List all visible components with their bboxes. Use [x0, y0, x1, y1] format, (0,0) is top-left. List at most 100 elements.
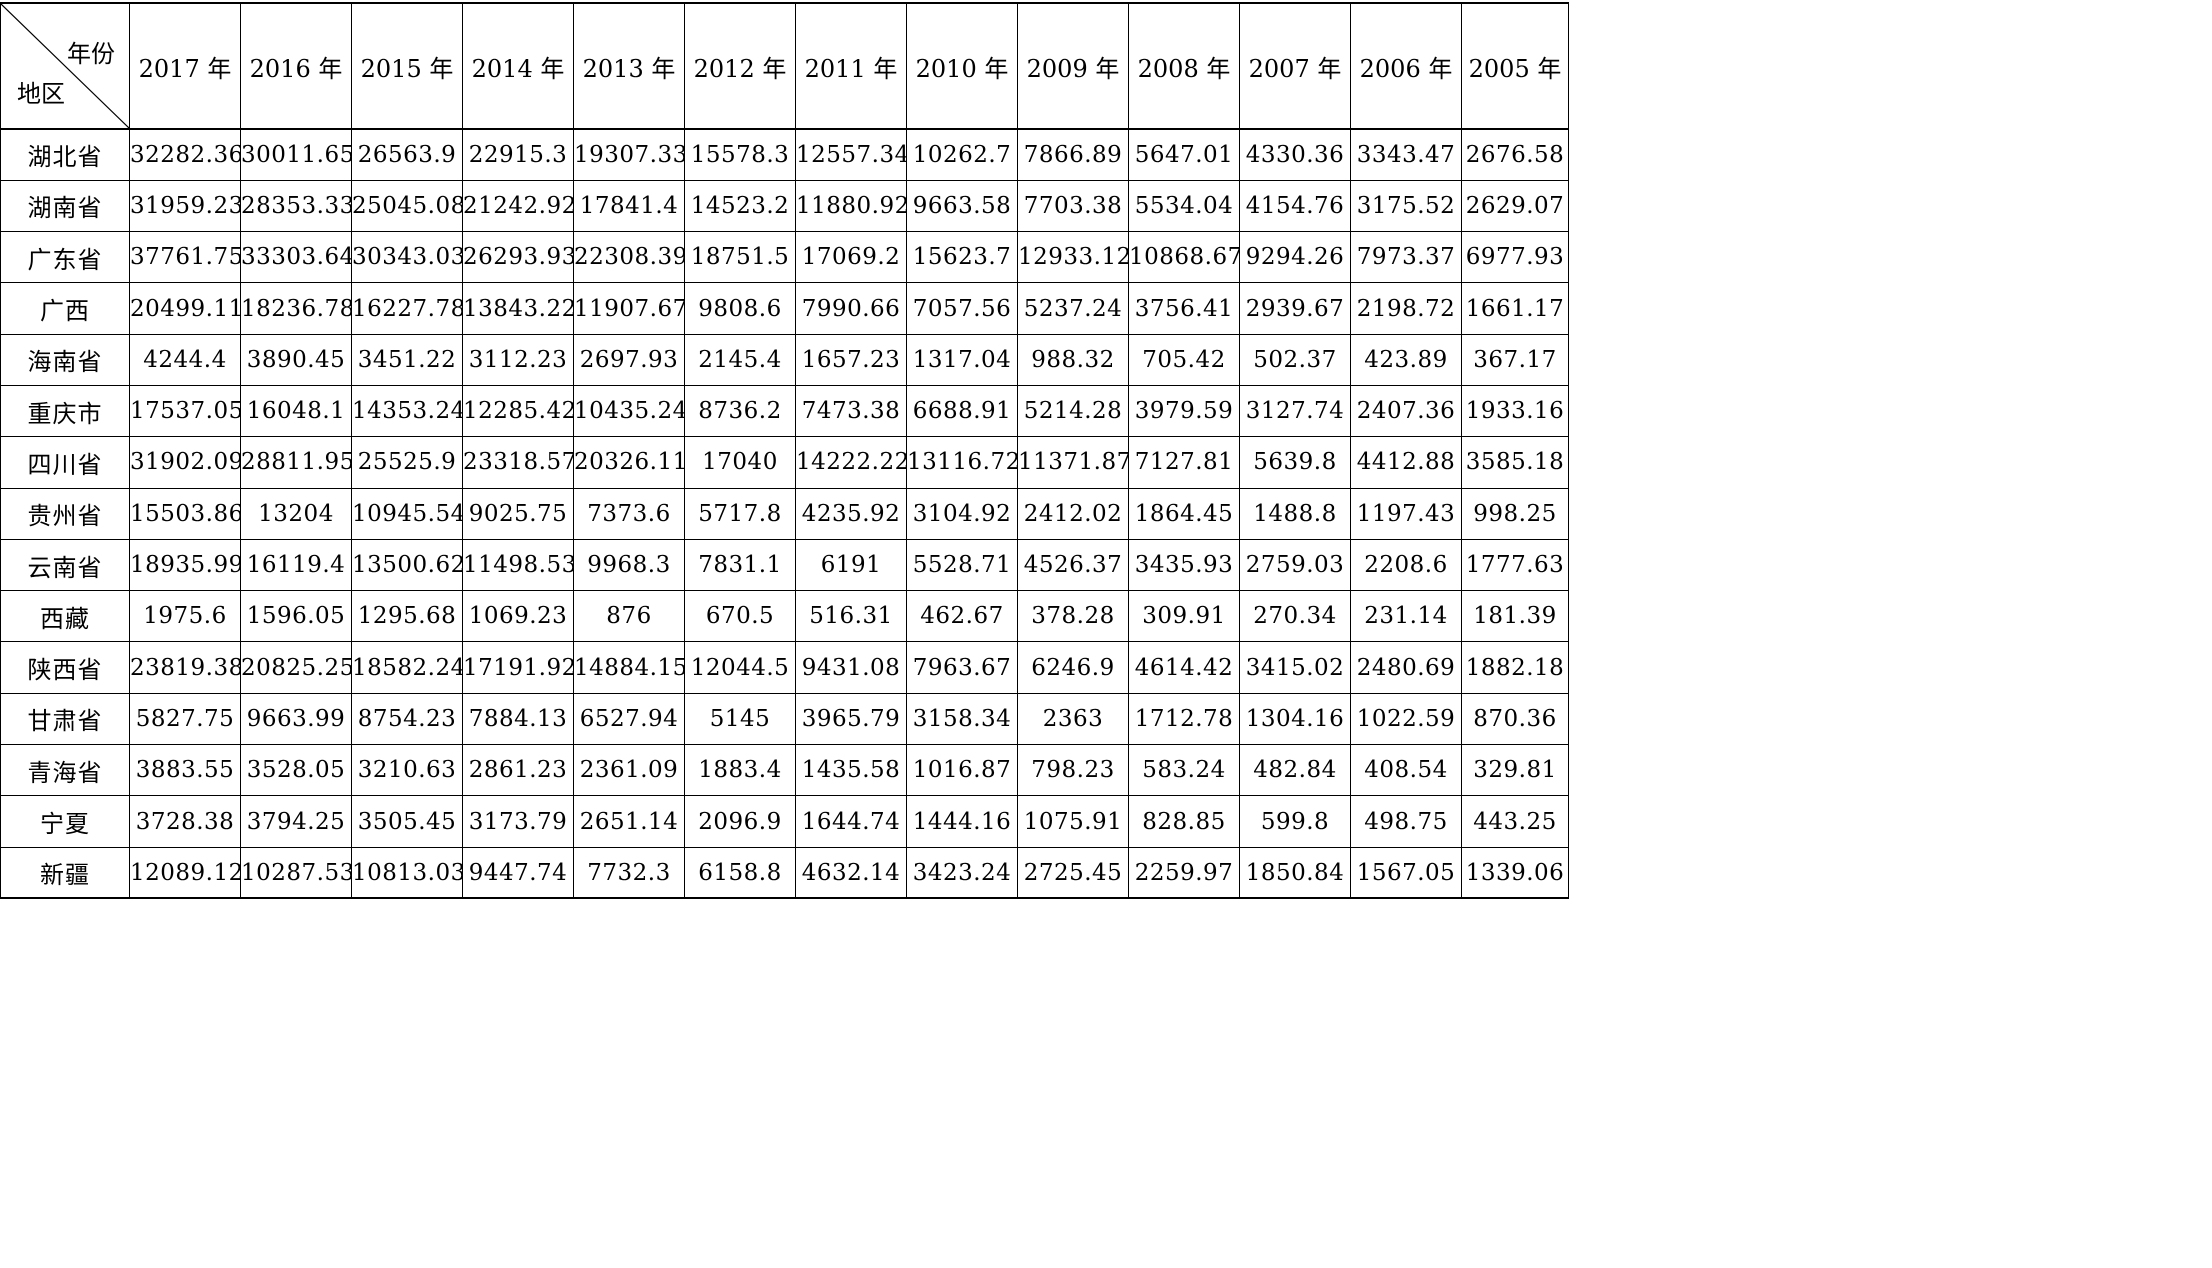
table-row: 海南省 4244.4 3890.45 3451.22 3112.23 2697.93 214…: [0, 333, 1569, 386]
value-cell: 33303.64: [240, 231, 352, 284]
value-cell: 270.34: [1239, 590, 1351, 643]
value-cell: 1657.23: [795, 333, 907, 386]
value-cell: 3127.74: [1239, 384, 1351, 438]
value-cell: 5145: [684, 692, 796, 746]
value-cell: 670.5: [684, 590, 796, 643]
value-cell: 14353.24: [351, 384, 463, 438]
year-header: 2016 年: [240, 2, 352, 130]
value-cell: 18935.99: [129, 538, 241, 592]
corner-column-label: 年份: [67, 40, 115, 68]
value-cell: 19307.33: [573, 128, 685, 181]
table-row: 陕西省 23819.38 20825.25 18582.24 17191.92 14884…: [0, 641, 1569, 694]
value-cell: 1864.45: [1128, 487, 1240, 540]
value-cell: 1444.16: [906, 795, 1018, 848]
value-cell: 15503.86: [129, 487, 241, 540]
value-cell: 2145.4: [684, 333, 796, 386]
value-cell: 25525.9: [351, 436, 463, 489]
value-cell: 9447.74: [462, 846, 574, 900]
value-cell: 1883.4: [684, 744, 796, 797]
value-cell: 18751.5: [684, 231, 796, 284]
value-cell: 3883.55: [129, 744, 241, 797]
value-cell: 1022.59: [1350, 692, 1462, 746]
value-cell: 1317.04: [906, 333, 1018, 386]
value-cell: 4244.4: [129, 333, 241, 386]
year-header: 2005 年: [1461, 2, 1569, 130]
corner-header-cell: 年份 地区: [0, 2, 130, 130]
region-cell: 云南省: [0, 538, 130, 592]
value-cell: 11907.67: [573, 282, 685, 335]
region-cell: 甘肃省: [0, 692, 130, 746]
value-cell: 3423.24: [906, 846, 1018, 900]
value-cell: 3173.79: [462, 795, 574, 848]
value-cell: 1777.63: [1461, 538, 1569, 592]
value-cell: 16048.1: [240, 384, 352, 438]
region-cell: 湖南省: [0, 179, 130, 233]
value-cell: 28353.33: [240, 179, 352, 233]
table-row: 重庆市 17537.05 16048.1 14353.24 12285.42 10435.…: [0, 384, 1569, 438]
value-cell: 14222.22: [795, 436, 907, 489]
value-cell: 462.67: [906, 590, 1018, 643]
year-header: 2014 年: [462, 2, 574, 130]
region-cell: 新疆: [0, 846, 130, 900]
value-cell: 37761.75: [129, 231, 241, 284]
value-cell: 7990.66: [795, 282, 907, 335]
year-header: 2011 年: [795, 2, 907, 130]
value-cell: 3585.18: [1461, 436, 1569, 489]
value-cell: 3505.45: [351, 795, 463, 848]
value-cell: 2629.07: [1461, 179, 1569, 233]
value-cell: 30343.03: [351, 231, 463, 284]
value-cell: 11371.87: [1017, 436, 1129, 489]
value-cell: 231.14: [1350, 590, 1462, 643]
region-cell: 四川省: [0, 436, 130, 489]
year-header: 2012 年: [684, 2, 796, 130]
value-cell: 9663.58: [906, 179, 1018, 233]
value-cell: 4154.76: [1239, 179, 1351, 233]
value-cell: 876: [573, 590, 685, 643]
value-cell: 3965.79: [795, 692, 907, 746]
value-cell: 705.42: [1128, 333, 1240, 386]
value-cell: 443.25: [1461, 795, 1569, 848]
value-cell: 1975.6: [129, 590, 241, 643]
value-cell: 15623.7: [906, 231, 1018, 284]
value-cell: 2412.02: [1017, 487, 1129, 540]
table-row: 西藏 1975.6 1596.05 1295.68 1069.23 876 670.5 516…: [0, 590, 1569, 643]
value-cell: 3210.63: [351, 744, 463, 797]
value-cell: 5534.04: [1128, 179, 1240, 233]
value-cell: 14523.2: [684, 179, 796, 233]
value-cell: 2480.69: [1350, 641, 1462, 694]
value-cell: 16119.4: [240, 538, 352, 592]
value-cell: 17537.05: [129, 384, 241, 438]
value-cell: 1850.84: [1239, 846, 1351, 900]
value-cell: 20825.25: [240, 641, 352, 694]
value-cell: 12557.34: [795, 128, 907, 181]
value-cell: 870.36: [1461, 692, 1569, 746]
value-cell: 3756.41: [1128, 282, 1240, 335]
value-cell: 6191: [795, 538, 907, 592]
value-cell: 5237.24: [1017, 282, 1129, 335]
value-cell: 18236.78: [240, 282, 352, 335]
value-cell: 9663.99: [240, 692, 352, 746]
value-cell: 22915.3: [462, 128, 574, 181]
value-cell: 828.85: [1128, 795, 1240, 848]
value-cell: 10945.54: [351, 487, 463, 540]
value-cell: 2651.14: [573, 795, 685, 848]
value-cell: 7127.81: [1128, 436, 1240, 489]
value-cell: 5717.8: [684, 487, 796, 540]
value-cell: 1882.18: [1461, 641, 1569, 694]
value-cell: 1197.43: [1350, 487, 1462, 540]
value-cell: 11880.92: [795, 179, 907, 233]
value-cell: 6246.9: [1017, 641, 1129, 694]
value-cell: 3435.93: [1128, 538, 1240, 592]
value-cell: 3343.47: [1350, 128, 1462, 181]
table-row: 新疆 12089.12 10287.53 10813.03 9447.74 7732.3 6…: [0, 846, 1569, 900]
value-cell: 502.37: [1239, 333, 1351, 386]
value-cell: 26563.9: [351, 128, 463, 181]
value-cell: 1016.87: [906, 744, 1018, 797]
value-cell: 17040: [684, 436, 796, 489]
table-row: 贵州省 15503.86 13204 10945.54 9025.75 7373.6 571…: [0, 487, 1569, 540]
value-cell: 6158.8: [684, 846, 796, 900]
value-cell: 20499.11: [129, 282, 241, 335]
value-cell: 181.39: [1461, 590, 1569, 643]
value-cell: 31959.23: [129, 179, 241, 233]
value-cell: 2361.09: [573, 744, 685, 797]
